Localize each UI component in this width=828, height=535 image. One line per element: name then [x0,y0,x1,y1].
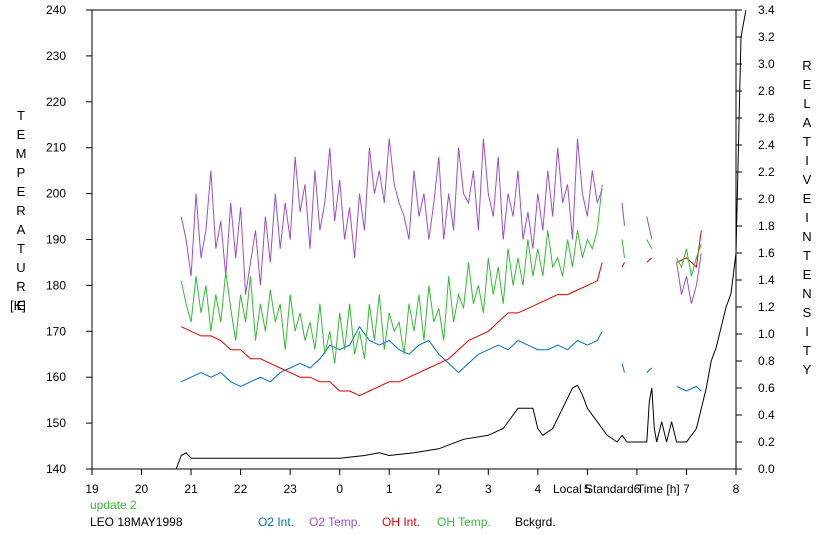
right-axis-label-letter: I [805,153,809,168]
left-tick-label: 140 [46,462,66,476]
right-axis-label-letter: E [802,77,812,92]
right-axis-label-letter: E [802,267,812,282]
x-tick-label: 19 [85,482,99,496]
left-axis-label-letter: M [15,146,27,161]
right-tick-label: 2.6 [758,111,775,125]
right-tick-label: 1.6 [758,246,775,260]
left-tick-label: 170 [46,324,66,338]
series-line-o2-int [646,367,653,373]
x-tick-label: 5 [584,482,591,496]
series-line-o2-int [676,385,702,392]
legend-o2-int: O2 Int. [258,515,295,529]
x-tick-label: 8 [733,482,740,496]
right-tick-label: 0.8 [758,354,775,368]
left-axis-label-letter: R [16,203,26,218]
x-tick-label: 0 [336,482,343,496]
series-line-o2-temp [676,253,702,304]
series-line-o2-int [180,325,603,387]
right-axis-label-letter: T [803,248,811,263]
left-axis-label-letter: R [16,279,26,294]
legend-oh-int: OH Int. [382,515,421,529]
update-annotation: update 2 [90,498,137,512]
right-axis-label-letter: Y [802,362,812,377]
right-tick-label: 0.0 [758,462,775,476]
right-tick-label: 3.4 [758,3,775,17]
right-tick-label: 0.6 [758,381,775,395]
right-tick-label: 2.2 [758,165,775,179]
right-axis-label-letter: N [802,286,812,301]
right-axis-label-letter: R [802,58,812,73]
series-line-oh-temp [180,184,603,364]
left-axis-label-letter: E [16,127,26,142]
series-line-oh-int [676,230,702,269]
x-tick-label: 3 [485,482,492,496]
x-tick-label: 1 [386,482,393,496]
series-line-o2-int [621,363,625,373]
right-tick-label: 3.2 [758,30,775,44]
right-tick-label: 0.2 [758,435,775,449]
series-line-oh-temp [646,239,653,249]
left-tick-label: 160 [46,370,66,384]
series-line-oh-int [621,262,625,268]
right-tick-label: 3.0 [758,57,775,71]
series-line-o2-temp [646,216,653,240]
right-axis-label-letter: T [803,343,811,358]
left-tick-label: 200 [46,187,66,201]
right-axis-label-letter: A [802,115,812,130]
left-axis-label-letter: T [17,108,25,123]
right-tick-label: 2.8 [758,84,775,98]
x-tick-label: 20 [135,482,149,496]
right-axis-label-letter: T [803,134,811,149]
right-axis-label-letter: I [805,210,809,225]
left-tick-label: 220 [46,95,66,109]
series-line-o2-temp [180,138,603,295]
x-tick-label: 4 [535,482,542,496]
right-tick-label: 1.0 [758,327,775,341]
x-tick-label: 23 [283,482,297,496]
x-axis-label: Local Standard Time [h] [553,482,680,496]
right-tick-label: 2.0 [758,192,775,206]
right-tick-label: 1.4 [758,273,775,287]
legend-bckgrd: Bckgrd. [515,515,556,529]
left-axis-label-letter: U [16,260,26,275]
station-date-annotation: LEO 18MAY1998 [90,515,183,529]
right-tick-label: 1.2 [758,300,775,314]
legend-oh-temp: OH Temp. [437,515,491,529]
series-line-o2-temp [621,202,625,226]
left-axis-label-letter: T [17,241,25,256]
left-tick-label: 230 [46,49,66,63]
right-axis-label-letter: I [805,324,809,339]
left-tick-label: 210 [46,141,66,155]
series-line-oh-int [180,262,603,397]
x-tick-label: 21 [184,482,198,496]
left-axis-label-letter: A [16,222,26,237]
left-tick-label: 190 [46,233,66,247]
series-line-bckgrd [131,9,747,470]
left-axis-unit: [K] [10,298,26,313]
left-axis-label-letter: P [16,165,26,180]
left-tick-label: 240 [46,3,66,17]
right-tick-label: 1.8 [758,219,775,233]
right-tick-label: 2.4 [758,138,775,152]
series-line-oh-temp [676,243,702,277]
x-tick-label: 2 [435,482,442,496]
x-tick-label: 7 [683,482,690,496]
left-axis-label-letter: E [16,298,26,313]
right-axis-label-letter: L [803,96,811,111]
left-tick-label: 180 [46,278,66,292]
right-tick-label: 0.4 [758,408,775,422]
series-line-oh-int [646,257,653,263]
right-axis-label-letter: N [802,229,812,244]
x-tick-label: 6 [634,482,641,496]
series-line-oh-temp [621,239,625,258]
right-axis-label-letter: S [802,305,812,320]
x-tick-label: 22 [234,482,248,496]
right-axis-label-letter: E [802,191,812,206]
left-tick-label: 150 [46,416,66,430]
left-axis-label-letter: E [16,184,26,199]
right-axis-label-letter: V [802,172,812,187]
legend-o2-temp: O2 Temp. [309,515,361,529]
